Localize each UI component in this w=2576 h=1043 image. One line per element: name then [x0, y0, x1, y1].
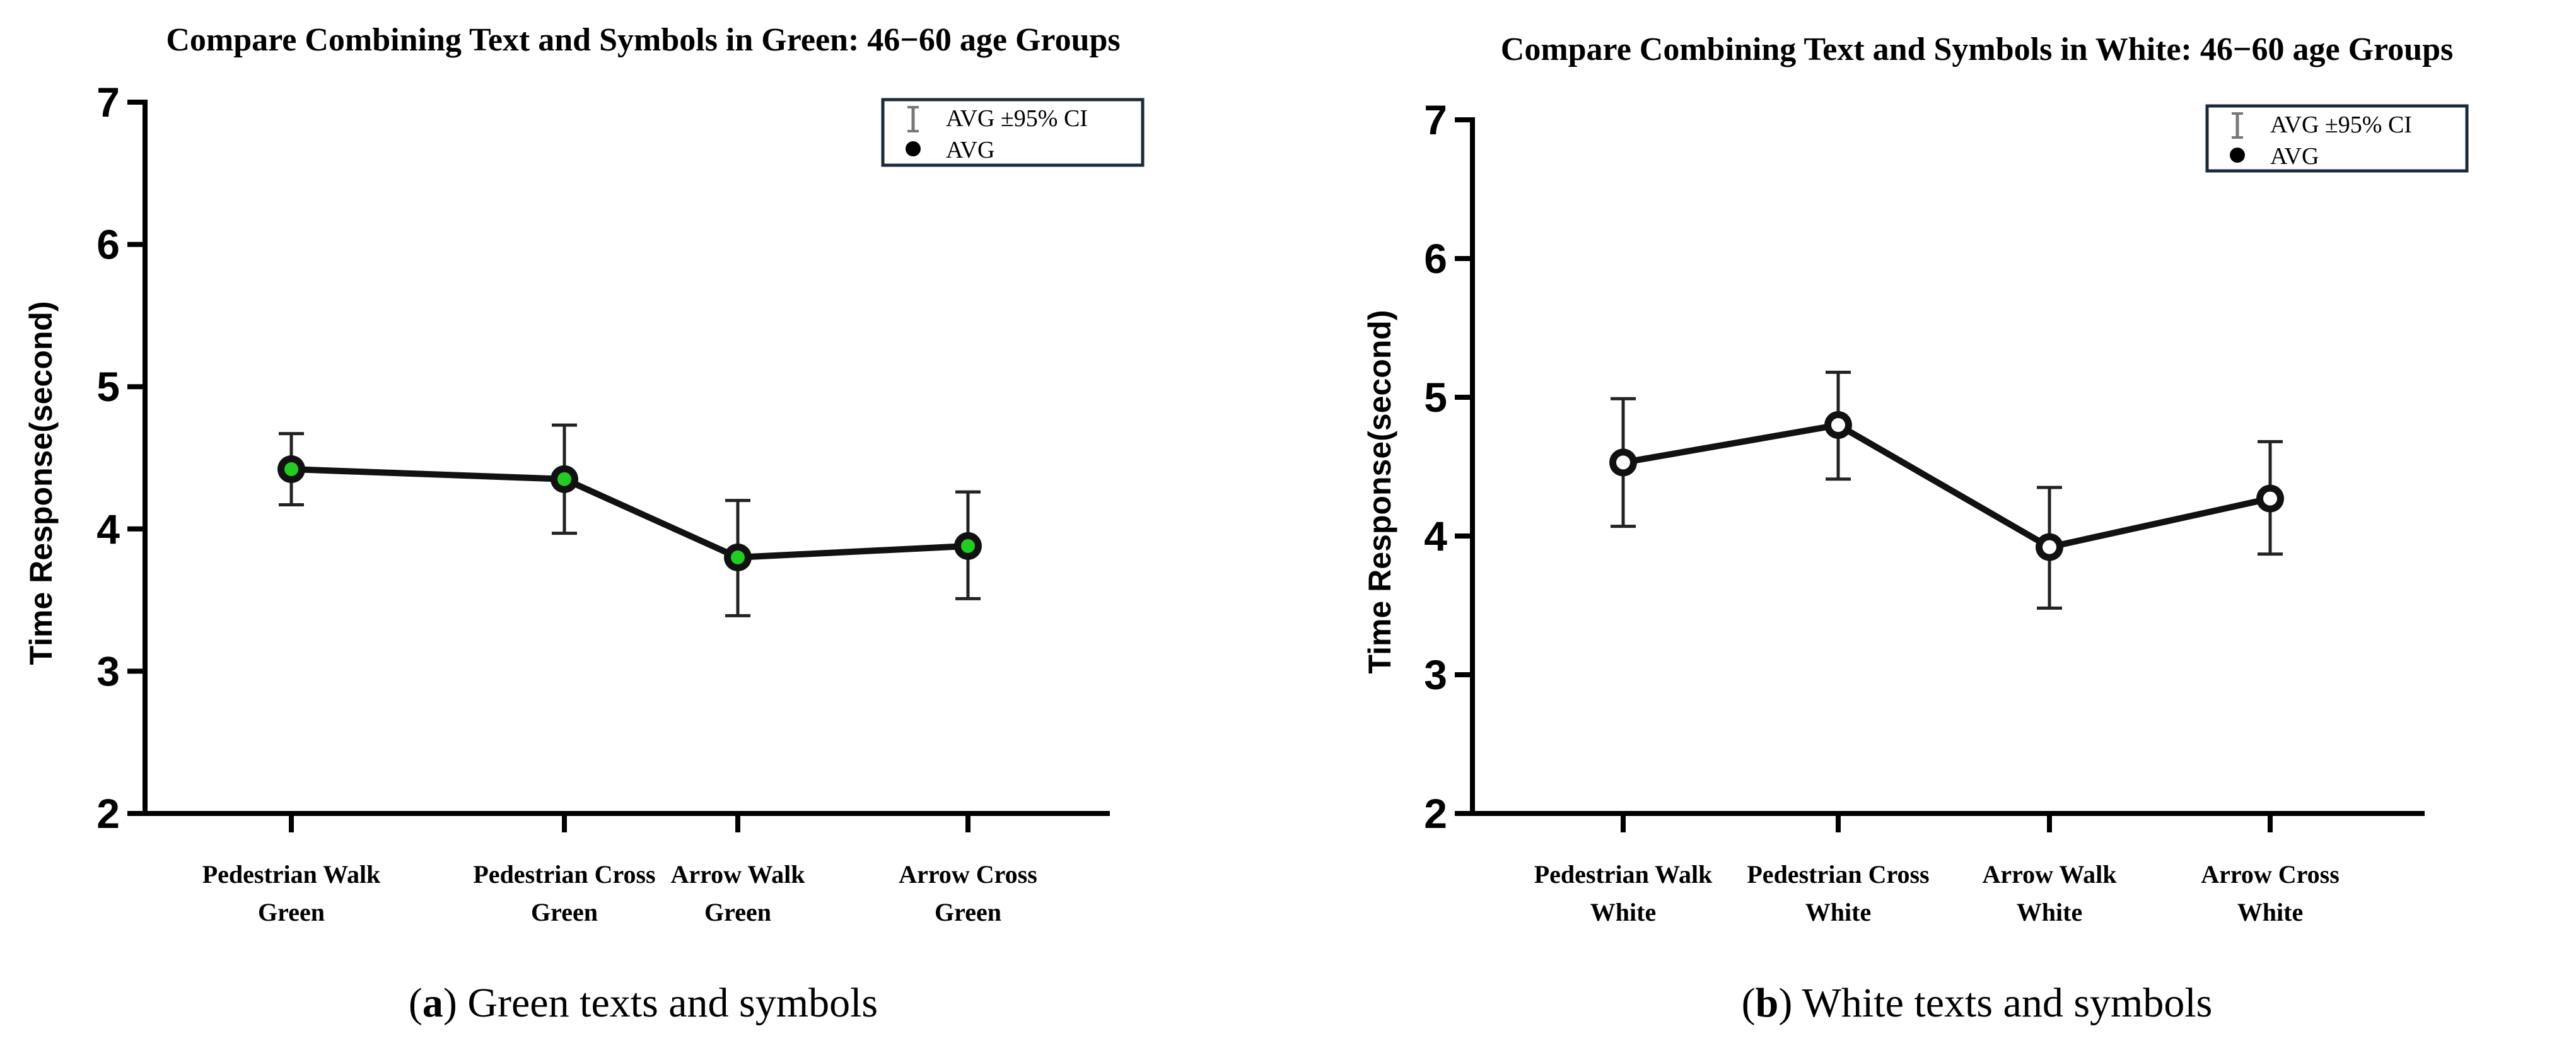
x-tick-label: Pedestrian Cross — [473, 860, 655, 889]
legend-box — [881, 98, 1145, 167]
x-tick-label: Green — [704, 898, 771, 926]
y-tick-label: 6 — [96, 221, 120, 268]
caption-text: White texts and symbols — [1802, 980, 2213, 1026]
y-tick-label: 7 — [1424, 96, 1447, 143]
chart-title: Compare Combining Text and Symbols in Wh… — [1501, 32, 2453, 67]
data-point-center — [2263, 491, 2277, 506]
caption-letter: a — [423, 980, 443, 1026]
caption-close-paren: ) — [1778, 980, 1802, 1026]
panel-caption: (a) Green texts and symbols — [409, 980, 878, 1026]
x-tick-label: Green — [258, 898, 325, 926]
x-tick-label: Arrow Cross — [899, 860, 1037, 889]
series-line — [291, 466, 969, 561]
x-tick-label: Green — [531, 898, 598, 926]
x-tick-label: Arrow Walk — [1983, 860, 2118, 889]
data-point-center — [731, 550, 745, 564]
x-tick-label: Arrow Walk — [671, 860, 806, 889]
y-tick-label: 2 — [96, 790, 120, 837]
caption-text: Green texts and symbols — [467, 980, 878, 1026]
y-tick-label: 5 — [96, 363, 120, 410]
data-point-center — [1831, 418, 1845, 432]
data-point-center — [284, 462, 298, 477]
panel-caption: (b) White texts and symbols — [1742, 980, 2213, 1026]
x-tick-label: White — [1805, 898, 1871, 926]
y-tick-label: 5 — [1424, 374, 1447, 421]
y-tick-label: 2 — [1424, 790, 1447, 837]
y-tick-label: 4 — [1424, 513, 1447, 559]
y-tick-label: 4 — [96, 506, 120, 552]
caption-open-paren: ( — [1742, 980, 1756, 1026]
x-tick-label: Pedestrian Walk — [1534, 860, 1713, 889]
y-tick-label: 3 — [96, 648, 120, 694]
caption-open-paren: ( — [409, 980, 423, 1026]
y-tick-label: 7 — [96, 79, 120, 125]
x-tick-label: Pedestrian Walk — [202, 860, 381, 889]
data-point-center — [557, 472, 571, 486]
legend-label-avg: AVG — [2270, 143, 2319, 170]
data-point-center — [2043, 540, 2056, 554]
x-tick-label: White — [2017, 898, 2082, 926]
data-point-center — [1616, 455, 1630, 470]
legend: AVG ±95% CI AVG — [881, 98, 1145, 167]
y-tick-label: 3 — [1424, 651, 1447, 698]
legend-label-avg: AVG — [946, 137, 994, 163]
y-tick-label: 6 — [1424, 235, 1447, 282]
caption-close-paren: ) — [443, 980, 467, 1026]
legend-label-ci: AVG ±95% CI — [946, 105, 1088, 132]
legend-label-ci: AVG ±95% CI — [2270, 112, 2412, 138]
x-tick-label: White — [1590, 898, 1656, 926]
chart-panel-1: Compare Combining Text and Symbols in Gr… — [23, 22, 1145, 1026]
legend-box — [2205, 104, 2469, 173]
chart-panel-2: Compare Combining Text and Symbols in Wh… — [1362, 32, 2469, 1026]
legend: AVG ±95% CI AVG — [2205, 104, 2469, 173]
x-tick-label: Arrow Cross — [2201, 860, 2340, 889]
legend-dot-icon — [906, 141, 921, 156]
y-axis-label: Time Response(second) — [1362, 310, 1397, 673]
x-tick-label: Pedestrian Cross — [1747, 860, 1929, 889]
data-point-center — [961, 539, 975, 553]
x-tick-label: White — [2237, 898, 2303, 926]
chart-title: Compare Combining Text and Symbols in Gr… — [166, 22, 1120, 58]
x-tick-label: Green — [935, 898, 1001, 926]
caption-letter: b — [1756, 980, 1779, 1026]
legend-dot-icon — [2230, 148, 2245, 163]
y-axis-label: Time Response(second) — [23, 301, 59, 665]
series-line — [1623, 422, 2271, 551]
